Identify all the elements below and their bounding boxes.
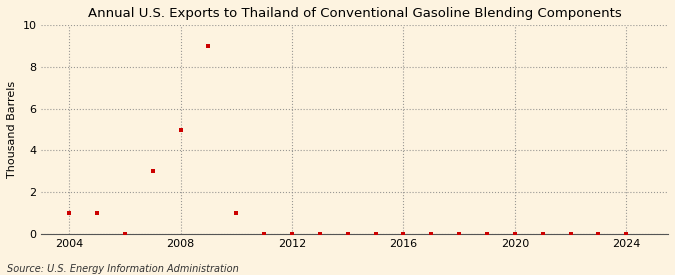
Point: [454, 232, 464, 236]
Point: [621, 232, 632, 236]
Point: [537, 232, 548, 236]
Point: [370, 232, 381, 236]
Text: Source: U.S. Energy Information Administration: Source: U.S. Energy Information Administ…: [7, 264, 238, 274]
Point: [259, 232, 269, 236]
Point: [398, 232, 409, 236]
Y-axis label: Thousand Barrels: Thousand Barrels: [7, 81, 17, 178]
Point: [315, 232, 325, 236]
Point: [64, 211, 75, 215]
Point: [510, 232, 520, 236]
Point: [342, 232, 353, 236]
Point: [203, 44, 214, 48]
Point: [92, 211, 103, 215]
Point: [119, 232, 130, 236]
Point: [287, 232, 298, 236]
Point: [426, 232, 437, 236]
Point: [147, 169, 158, 174]
Point: [481, 232, 492, 236]
Point: [231, 211, 242, 215]
Point: [565, 232, 576, 236]
Point: [593, 232, 604, 236]
Title: Annual U.S. Exports to Thailand of Conventional Gasoline Blending Components: Annual U.S. Exports to Thailand of Conve…: [88, 7, 622, 20]
Point: [176, 127, 186, 132]
